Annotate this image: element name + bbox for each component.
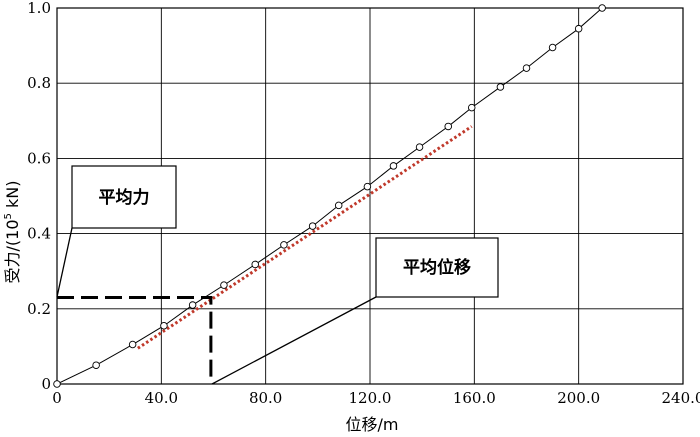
x-tick-label: 160.0 xyxy=(453,389,496,407)
x-tick-label: 200.0 xyxy=(557,389,600,407)
data-point-marker xyxy=(53,380,61,388)
x-tick-label: 80.0 xyxy=(249,389,282,407)
data-point-marker xyxy=(334,201,343,210)
y-tick-label: 0 xyxy=(41,375,51,393)
x-axis-title: 位移/m xyxy=(346,415,399,434)
average-reference-dashed-line xyxy=(57,296,213,384)
x-tick-label: 40.0 xyxy=(145,389,178,407)
average-displacement-leader-line xyxy=(211,296,377,385)
data-point-marker xyxy=(574,24,583,33)
data-point-marker xyxy=(467,103,476,112)
x-tick-label: 0 xyxy=(52,389,62,407)
plot-area-frame xyxy=(56,7,684,385)
average-displacement-label: 平均位移 xyxy=(403,257,471,278)
data-point-marker xyxy=(444,122,453,131)
x-tick-label: 120.0 xyxy=(349,389,392,407)
data-point-marker xyxy=(522,64,531,72)
x-tick-label: 240.0 xyxy=(662,389,700,407)
data-point-marker xyxy=(280,241,288,249)
y-tick-label: 0.2 xyxy=(27,300,51,318)
data-point-marker xyxy=(128,340,137,349)
data-point-marker xyxy=(251,260,259,269)
y-axis-title: 受力/(105 kN) xyxy=(3,181,22,284)
data-point-marker xyxy=(548,43,557,52)
average-force-label: 平均力 xyxy=(99,187,150,208)
data-point-marker xyxy=(220,281,228,289)
data-point-marker xyxy=(188,301,197,309)
y-tick-label: 0.4 xyxy=(27,225,51,243)
y-tick-label: 0.8 xyxy=(27,74,51,92)
y-tick-label: 1.0 xyxy=(27,0,51,17)
data-point-marker xyxy=(308,222,317,230)
fit-dotted-line xyxy=(137,125,473,350)
series-layer xyxy=(53,4,606,388)
data-point-marker xyxy=(598,4,606,12)
data-point-marker xyxy=(496,83,505,91)
data-point-marker xyxy=(92,361,100,369)
y-axis-title-superscript: 5 xyxy=(3,213,14,219)
y-axis-title-unit: kN) xyxy=(3,181,22,214)
force-displacement-line xyxy=(56,7,603,385)
average-force-callout: 平均力 xyxy=(56,165,177,298)
average-displacement-box xyxy=(375,237,499,298)
data-point-marker xyxy=(389,162,398,170)
average-force-leader-line xyxy=(56,227,73,298)
y-axis-title-main: 受力/(10 xyxy=(3,219,22,283)
data-point-marker xyxy=(160,321,168,330)
average-displacement-callout: 平均位移 xyxy=(211,237,499,385)
average-force-box xyxy=(71,165,177,229)
y-tick-label: 0.6 xyxy=(27,149,51,167)
tick-labels: 0 40.0 80.0 120.0 160.0 200.0 240.0 0 0.2 0.4 0.6 0… xyxy=(27,0,700,407)
data-point-marker xyxy=(363,182,372,191)
data-point-marker xyxy=(415,143,424,151)
